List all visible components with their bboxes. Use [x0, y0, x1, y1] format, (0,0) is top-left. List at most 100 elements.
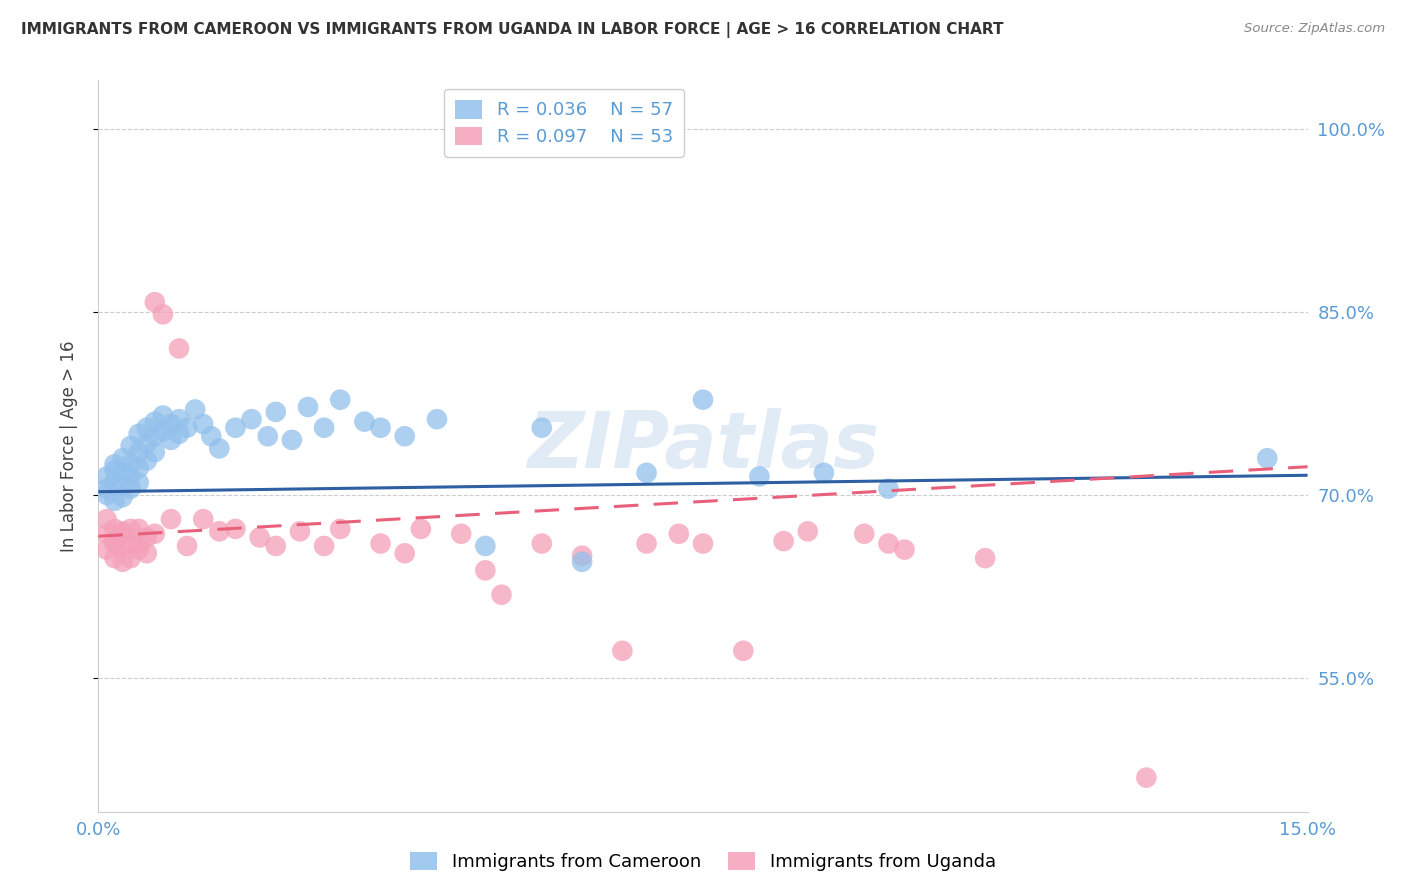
- Point: [240, 412, 263, 426]
- Point: [370, 421, 392, 435]
- Point: [160, 433, 183, 447]
- Point: [143, 295, 166, 310]
- Point: [135, 421, 157, 435]
- Point: [111, 478, 134, 492]
- Point: [135, 530, 157, 544]
- Point: [135, 546, 157, 560]
- Point: [120, 522, 142, 536]
- Point: [120, 536, 142, 550]
- Point: [96, 469, 118, 483]
- Point: [96, 526, 118, 541]
- Point: [249, 530, 271, 544]
- Point: [893, 542, 915, 557]
- Point: [103, 458, 125, 472]
- Point: [167, 426, 190, 441]
- Point: [474, 563, 496, 577]
- Point: [409, 522, 432, 536]
- Point: [167, 342, 190, 356]
- Point: [208, 442, 231, 456]
- Point: [143, 445, 166, 459]
- Point: [152, 409, 174, 423]
- Point: [128, 461, 150, 475]
- Point: [103, 494, 125, 508]
- Point: [193, 512, 215, 526]
- Point: [120, 458, 142, 472]
- Point: [450, 526, 472, 541]
- Point: [160, 417, 183, 431]
- Point: [200, 429, 222, 443]
- Point: [128, 426, 150, 441]
- Point: [96, 512, 118, 526]
- Point: [636, 536, 658, 550]
- Legend: Immigrants from Cameroon, Immigrants from Uganda: Immigrants from Cameroon, Immigrants fro…: [404, 845, 1002, 879]
- Point: [128, 445, 150, 459]
- Point: [111, 466, 134, 480]
- Point: [103, 463, 125, 477]
- Point: [1135, 771, 1157, 785]
- Point: [103, 534, 125, 549]
- Point: [612, 644, 634, 658]
- Point: [733, 644, 755, 658]
- Point: [96, 482, 118, 496]
- Point: [281, 433, 304, 447]
- Point: [152, 425, 174, 439]
- Point: [329, 392, 352, 407]
- Point: [111, 539, 134, 553]
- Point: [128, 536, 150, 550]
- Point: [143, 429, 166, 443]
- Point: [135, 436, 157, 450]
- Text: ZIPatlas: ZIPatlas: [527, 408, 879, 484]
- Point: [120, 439, 142, 453]
- Point: [208, 524, 231, 539]
- Point: [128, 542, 150, 557]
- Point: [491, 588, 513, 602]
- Point: [813, 466, 835, 480]
- Point: [103, 522, 125, 536]
- Point: [120, 551, 142, 566]
- Point: [256, 429, 278, 443]
- Point: [111, 526, 134, 541]
- Point: [974, 551, 997, 566]
- Point: [394, 429, 416, 443]
- Point: [152, 307, 174, 321]
- Point: [297, 400, 319, 414]
- Point: [128, 522, 150, 536]
- Point: [224, 522, 246, 536]
- Point: [853, 526, 876, 541]
- Point: [224, 421, 246, 435]
- Point: [184, 402, 207, 417]
- Point: [797, 524, 820, 539]
- Point: [103, 475, 125, 490]
- Point: [748, 469, 770, 483]
- Point: [288, 524, 311, 539]
- Point: [135, 453, 157, 467]
- Point: [668, 526, 690, 541]
- Point: [314, 539, 336, 553]
- Point: [692, 536, 714, 550]
- Point: [111, 451, 134, 466]
- Point: [474, 539, 496, 553]
- Point: [193, 417, 215, 431]
- Point: [160, 512, 183, 526]
- Point: [176, 539, 198, 553]
- Point: [370, 536, 392, 550]
- Point: [877, 482, 900, 496]
- Point: [111, 490, 134, 504]
- Legend: R = 0.036    N = 57, R = 0.097    N = 53: R = 0.036 N = 57, R = 0.097 N = 53: [444, 89, 683, 157]
- Text: IMMIGRANTS FROM CAMEROON VS IMMIGRANTS FROM UGANDA IN LABOR FORCE | AGE > 16 COR: IMMIGRANTS FROM CAMEROON VS IMMIGRANTS F…: [21, 22, 1004, 38]
- Point: [96, 488, 118, 502]
- Point: [636, 466, 658, 480]
- Point: [103, 551, 125, 566]
- Point: [692, 392, 714, 407]
- Point: [264, 539, 287, 553]
- Point: [143, 526, 166, 541]
- Point: [530, 536, 553, 550]
- Point: [426, 412, 449, 426]
- Point: [111, 524, 134, 539]
- Point: [530, 421, 553, 435]
- Point: [120, 482, 142, 496]
- Point: [394, 546, 416, 560]
- Point: [314, 421, 336, 435]
- Point: [143, 415, 166, 429]
- Point: [264, 405, 287, 419]
